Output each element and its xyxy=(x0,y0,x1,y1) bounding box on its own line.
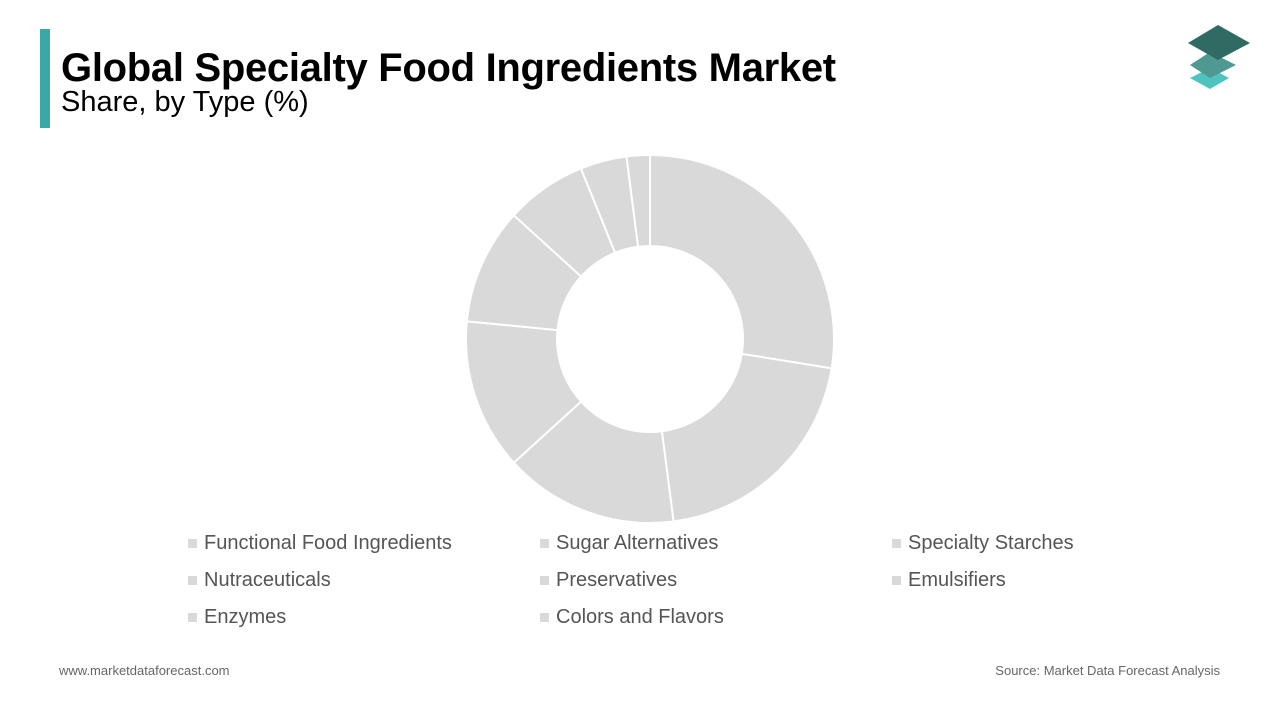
legend-item-enzymes: Enzymes xyxy=(188,606,286,629)
donut-slice-sugar-alternatives xyxy=(660,352,833,523)
layered-diamonds-icon xyxy=(1188,25,1250,89)
legend-item-nutraceuticals: Nutraceuticals xyxy=(188,569,331,592)
legend-label: Colors and Flavors xyxy=(556,606,724,628)
legend-swatch xyxy=(188,613,197,622)
website-url: www.marketdataforecast.com xyxy=(59,663,230,678)
legend-label: Sugar Alternatives xyxy=(556,532,719,554)
logo-top-layer xyxy=(1188,25,1250,60)
legend-item-functional-food-ingredients: Functional Food Ingredients xyxy=(188,532,452,555)
legend-swatch xyxy=(188,576,197,585)
legend-label: Specialty Starches xyxy=(908,532,1074,554)
donut-chart xyxy=(465,153,835,524)
title-accent-bar xyxy=(40,29,50,128)
source-note: Source: Market Data Forecast Analysis xyxy=(995,663,1220,678)
legend-swatch xyxy=(540,613,549,622)
legend-label: Functional Food Ingredients xyxy=(204,532,452,554)
legend-swatch xyxy=(892,576,901,585)
legend-item-specialty-starches: Specialty Starches xyxy=(892,532,1074,555)
legend-label: Emulsifiers xyxy=(908,569,1006,591)
legend-item-emulsifiers: Emulsifiers xyxy=(892,569,1006,592)
legend-item-colors-and-flavors: Colors and Flavors xyxy=(540,606,724,629)
legend-label: Nutraceuticals xyxy=(204,569,331,591)
legend-swatch xyxy=(540,539,549,548)
legend-item-sugar-alternatives: Sugar Alternatives xyxy=(540,532,718,555)
legend-label: Enzymes xyxy=(204,606,287,628)
legend-swatch xyxy=(892,539,901,548)
donut-slice-colors-and-flavors xyxy=(625,153,651,248)
chart-title: Global Specialty Food Ingredients Market xyxy=(61,46,836,90)
legend-swatch xyxy=(540,576,549,585)
legend-item-preservatives: Preservatives xyxy=(540,569,677,592)
logo-middle-layer xyxy=(1190,52,1236,78)
legend-label: Preservatives xyxy=(556,569,678,591)
chart-subtitle: Share, by Type (%) xyxy=(61,86,309,118)
legend-swatch xyxy=(188,539,197,548)
donut-slice-functional-food-ingredients xyxy=(649,153,835,370)
